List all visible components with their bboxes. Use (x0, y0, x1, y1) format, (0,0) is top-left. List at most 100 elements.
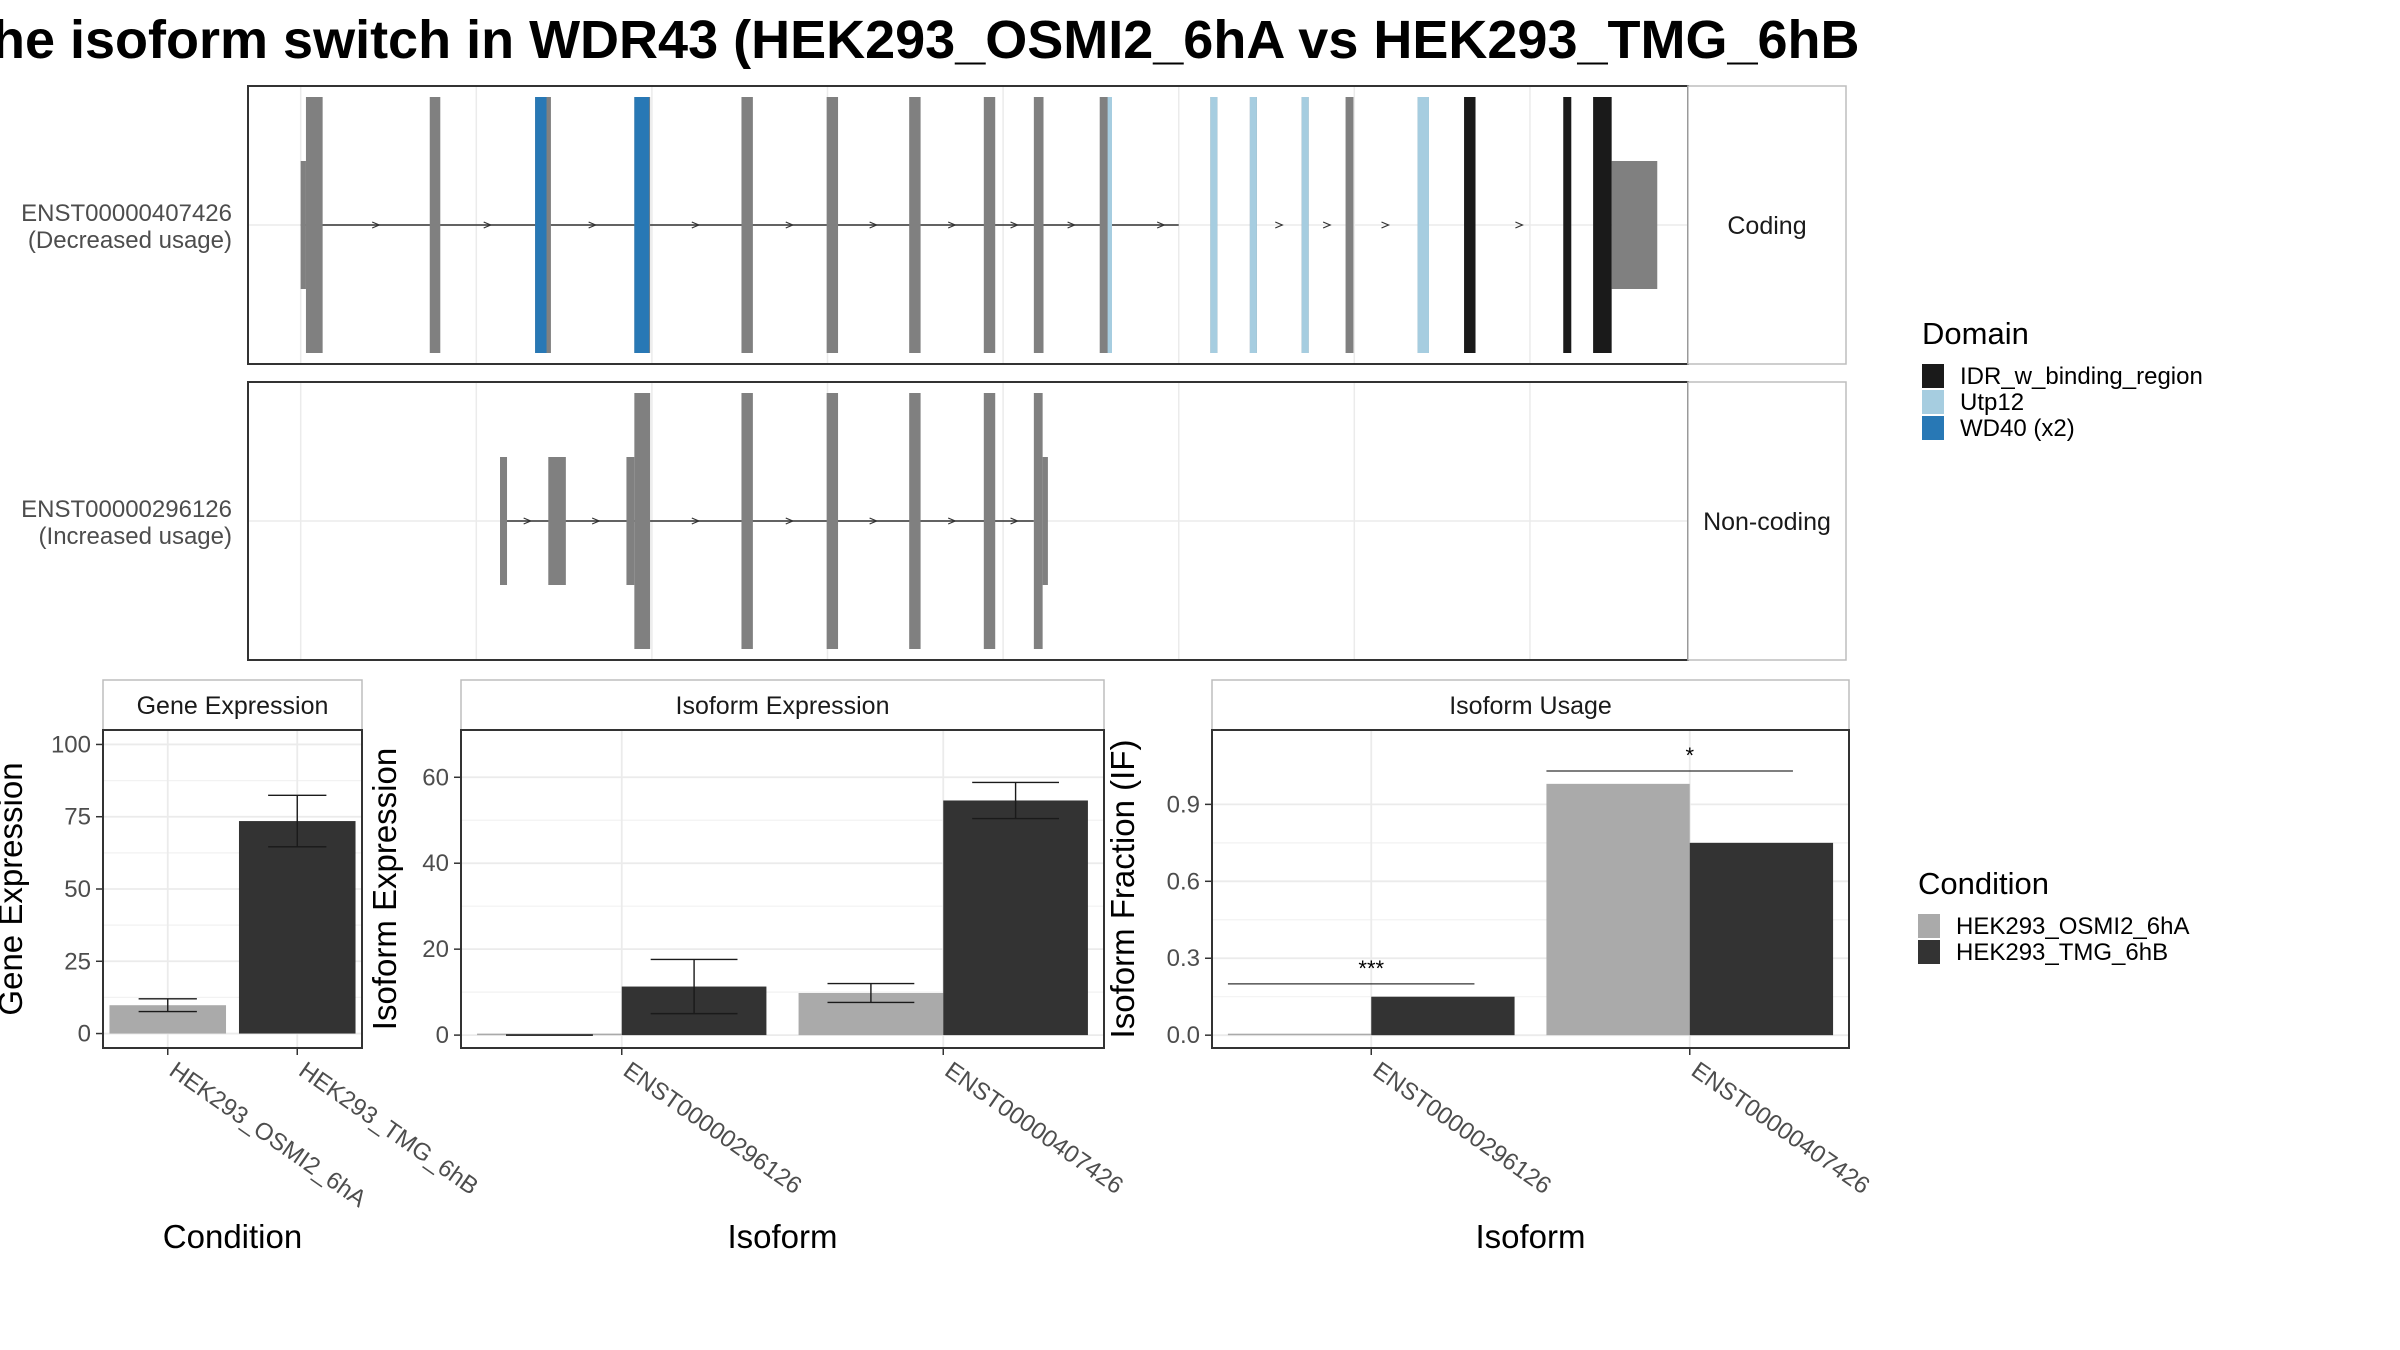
x-axis-title: Condition (163, 1218, 302, 1255)
coding-exon (429, 97, 441, 353)
domain-legend-title: Domain (1922, 316, 2029, 351)
chart-panel-border (1211, 729, 1850, 1049)
figure-title: he isoform switch in WDR43 (HEK293_OSMI2… (0, 10, 1860, 70)
domain-segment (634, 97, 650, 353)
intron-arrow (591, 517, 601, 525)
transcript-panel-ENST00000407426: Coding ENST00000407426(Decreased usage) (21, 85, 1847, 365)
coding-exon (826, 97, 839, 353)
domain-segment (1563, 97, 1572, 353)
y-tick-label: 0.9 (1167, 791, 1200, 818)
intron-arrow (1156, 221, 1166, 229)
coding-exon (741, 393, 753, 649)
coding-exon (983, 97, 996, 353)
chart-strip (460, 679, 1105, 731)
coding-exon (909, 97, 921, 353)
condition-legend-key (1918, 914, 1940, 938)
transcript-id-label: ENST00000296126 (21, 496, 232, 523)
intron-arrow (691, 221, 701, 229)
coding-exon (305, 97, 323, 353)
significance-label: * (1685, 743, 1694, 768)
domain-segment (1301, 97, 1309, 353)
domain-segment (1417, 97, 1429, 353)
intron-arrow (947, 221, 957, 229)
x-tick-label: ENST00000407426 (940, 1057, 1128, 1200)
condition-legend-key (1918, 940, 1940, 964)
coding-exon (826, 393, 839, 649)
domain-legend-label: WD40 (x2) (1960, 415, 2075, 442)
chart-panel-border (460, 729, 1105, 1049)
intron-arrow (1067, 221, 1077, 229)
bar-HEK293_OSMI2_6hA-ENST00000407426 (1546, 783, 1690, 1036)
bar-HEK293_TMG_6hB-ENST00000407426 (943, 800, 1088, 1036)
domain-segment (1593, 97, 1612, 353)
domain-legend-key (1922, 416, 1944, 440)
y-tick-label: 20 (422, 936, 449, 963)
coding-exon (1345, 97, 1354, 353)
intron-arrow (869, 517, 879, 525)
intron-arrow (523, 517, 533, 525)
facet-label: Non-coding (1703, 508, 1831, 536)
intron-arrow (1322, 221, 1332, 229)
domain-segment (1107, 97, 1112, 353)
domain-legend-label: IDR_w_binding_region (1960, 363, 2203, 390)
chart-strip (102, 679, 363, 731)
noncoding-exon (1042, 457, 1048, 585)
utr-exon (300, 161, 306, 289)
intron-arrow (483, 221, 493, 229)
bar-HEK293_OSMI2_6hA-ENST00000296126 (1227, 1033, 1372, 1036)
condition-legend-label: HEK293_TMG_6hB (1956, 939, 2168, 966)
coding-exon (741, 97, 753, 353)
y-tick-label: 60 (422, 764, 449, 791)
y-tick-label: 0.0 (1167, 1022, 1200, 1049)
utr-exon (1611, 161, 1658, 289)
chart-title: Gene Expression (137, 692, 329, 720)
y-tick-label: 0 (436, 1022, 449, 1049)
intron-arrow (869, 221, 879, 229)
x-axis-title: Isoform (727, 1218, 837, 1255)
noncoding-exon (626, 457, 635, 585)
coding-exon (983, 393, 996, 649)
x-axis-title: Isoform (1475, 1218, 1585, 1255)
coding-exon (909, 393, 921, 649)
chart-3: Isoform Usage****0.00.30.60.9ENST0000029… (1104, 679, 1875, 1255)
intron-arrow (1010, 221, 1020, 229)
y-tick-label: 75 (64, 804, 91, 831)
condition-legend-label: HEK293_OSMI2_6hA (1956, 913, 2189, 940)
intron-arrow (1275, 221, 1284, 229)
bar-HEK293_OSMI2_6hA-ENST00000296126 (477, 1033, 622, 1036)
x-tick-label: ENST00000296126 (618, 1057, 806, 1200)
chart-title: Isoform Expression (676, 692, 890, 720)
facet-label: Coding (1727, 212, 1806, 240)
bar-HEK293_TMG_6hB-ENST00000296126 (1371, 996, 1515, 1036)
x-tick-label: ENST00000296126 (1368, 1057, 1556, 1200)
intron-arrow (1010, 517, 1020, 525)
chart-2: Isoform Expression 0 20 40 60 ENST00000296126… (366, 679, 1128, 1255)
y-tick-label: 100 (51, 731, 91, 758)
y-tick-label: 0.6 (1167, 868, 1200, 895)
intron-arrow (691, 517, 701, 525)
intron-arrow (588, 221, 598, 229)
domain-legend-key (1922, 390, 1944, 414)
y-tick-label: 0 (78, 1021, 91, 1048)
x-tick-label: ENST00000407426 (1686, 1057, 1874, 1200)
transcript-usage-label: (Increased usage) (39, 523, 232, 550)
y-tick-label: 40 (422, 850, 449, 877)
chart-title: Isoform Usage (1449, 692, 1612, 720)
y-axis-title: Gene Expression (0, 762, 29, 1015)
coding-exon (1033, 393, 1043, 649)
facet-strip (1687, 381, 1847, 661)
chart-1: Gene Expression0255075100HEK293_OSMI2_6h… (0, 679, 483, 1255)
domain-segment (535, 97, 547, 353)
facet-strip (1687, 85, 1847, 365)
intron-arrow (371, 221, 381, 229)
transcript-id-label: ENST00000407426 (21, 200, 232, 227)
intron-arrow (1515, 221, 1524, 229)
domain-segment (1464, 97, 1476, 353)
transcript-panel-ENST00000296126: Non-coding ENST00000296126(Increased usag… (21, 381, 1847, 661)
domain-legend-key (1922, 364, 1944, 388)
y-tick-label: 0.3 (1167, 945, 1200, 972)
noncoding-exon (548, 457, 566, 585)
